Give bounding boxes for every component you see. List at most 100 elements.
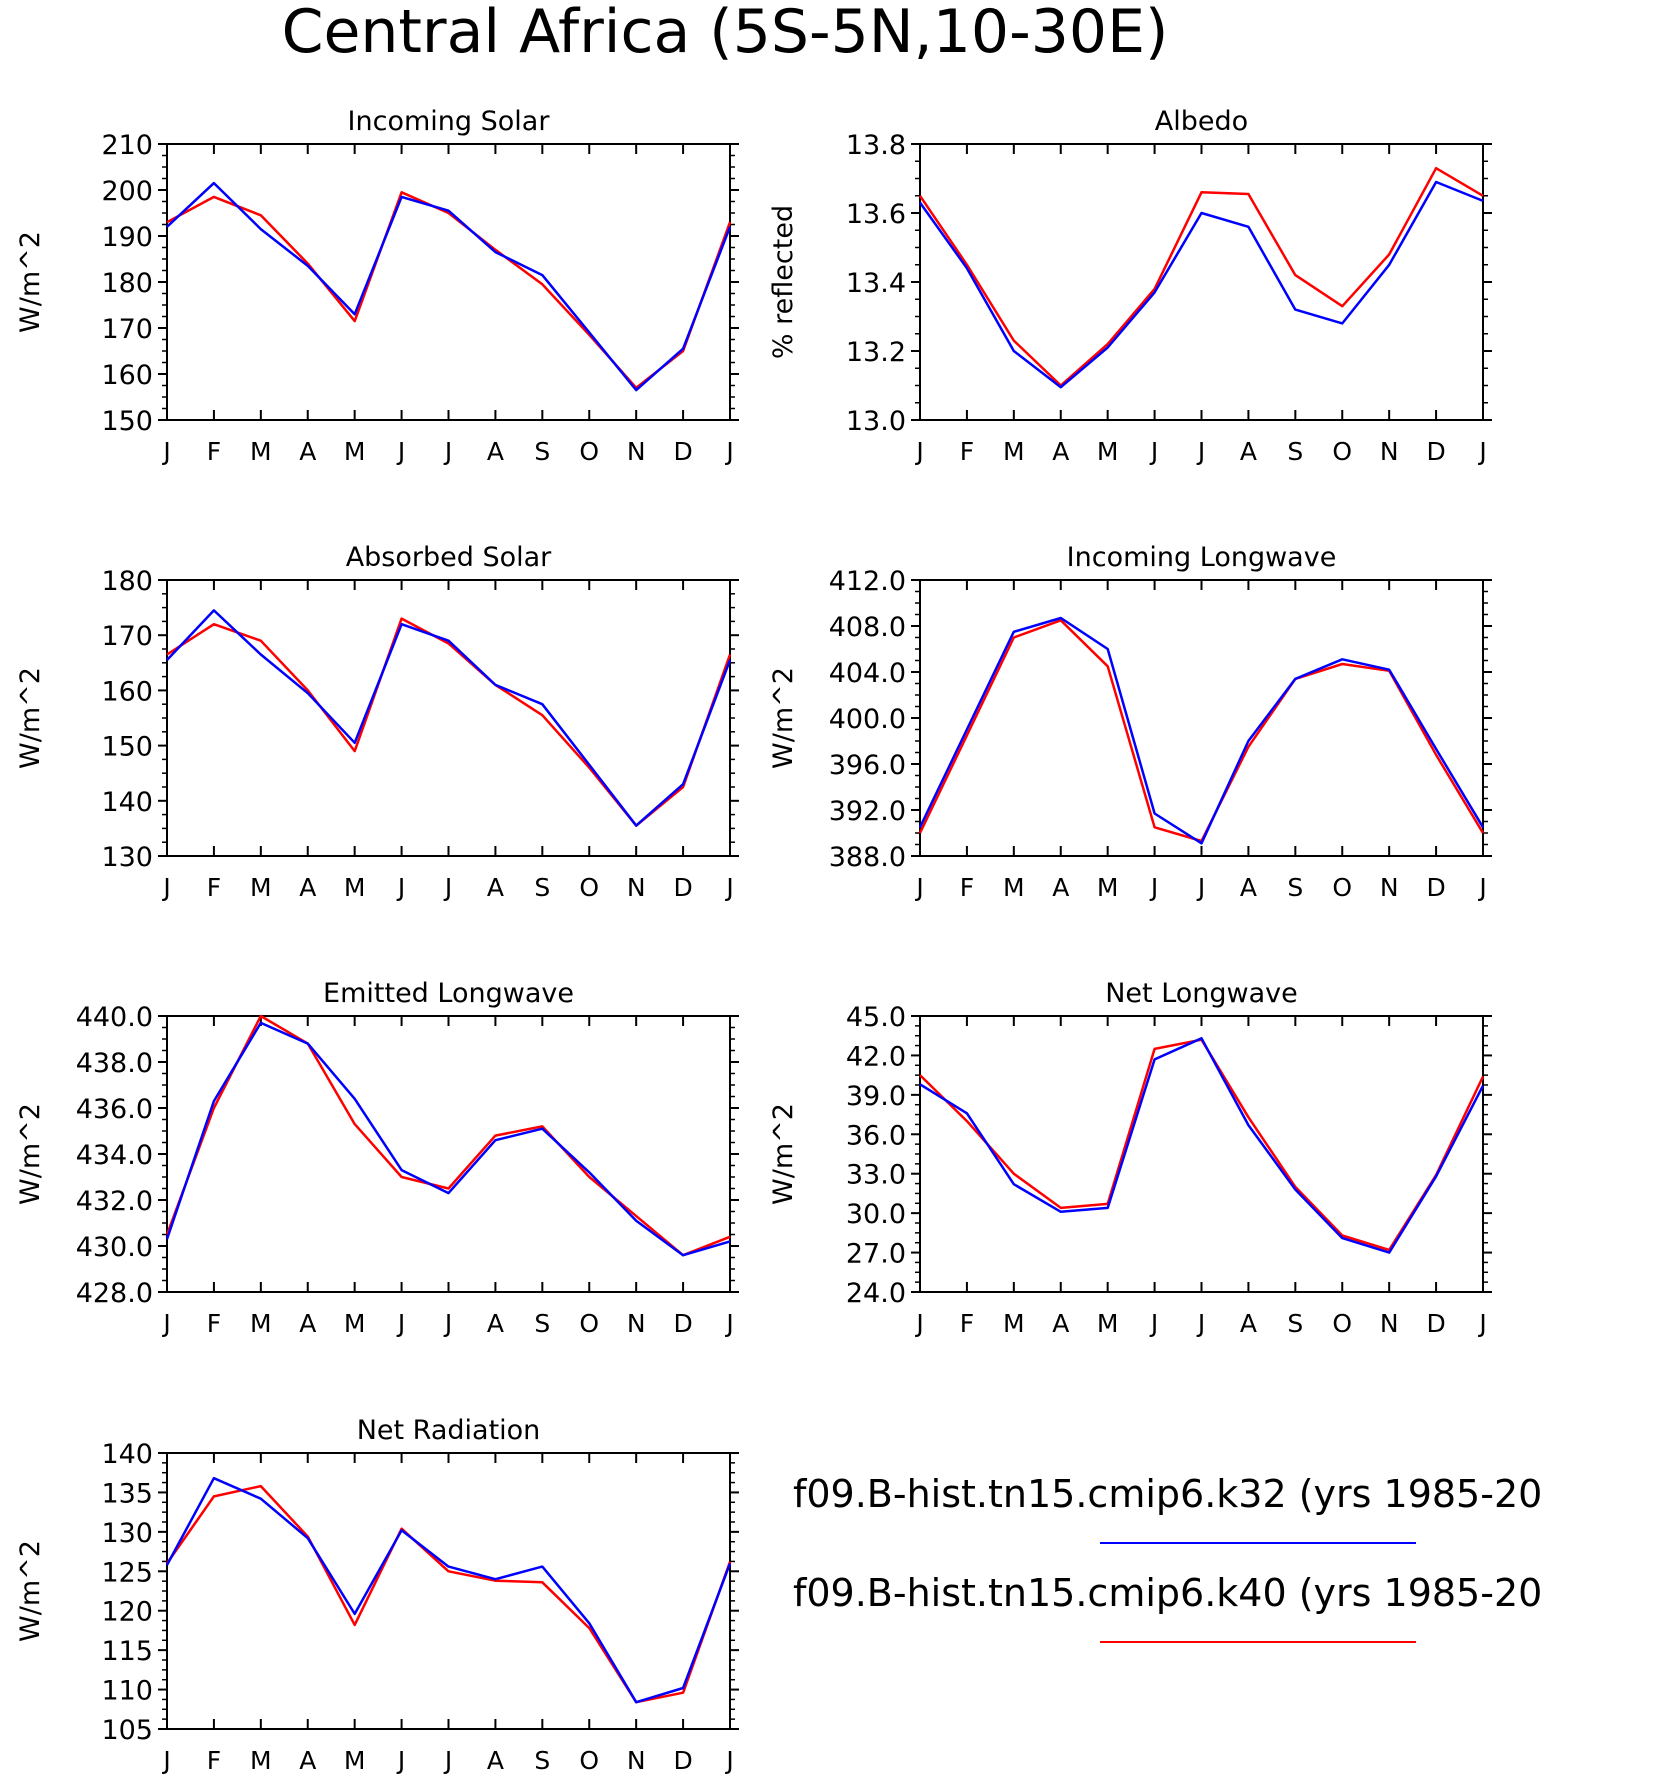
y-tick-label: 115 <box>101 1636 153 1667</box>
y-tick-label: 140 <box>101 787 153 818</box>
plot-frame <box>919 143 1484 421</box>
y-tick-label: 130 <box>101 842 153 873</box>
plot-frame <box>919 579 1484 857</box>
y-axis-label: W/m^2 <box>15 231 46 333</box>
x-tick-label: D <box>673 873 692 902</box>
y-tick-label: 180 <box>101 268 153 299</box>
x-tick-label: M <box>344 1746 366 1775</box>
x-tick-label: N <box>1380 437 1399 466</box>
x-tick-label: D <box>673 1746 692 1775</box>
x-tick-label: N <box>627 1309 646 1338</box>
panel-title: Incoming Solar <box>348 106 551 137</box>
x-tick-label: N <box>627 1746 646 1775</box>
x-tick-label: J <box>161 1746 170 1775</box>
panel-title: Incoming Longwave <box>1067 542 1337 573</box>
x-tick-label: M <box>1003 1309 1025 1338</box>
y-tick-label: 150 <box>101 406 153 437</box>
x-tick-label: A <box>1052 1309 1069 1338</box>
y-tick-label: 135 <box>101 1478 153 1509</box>
x-tick-label: F <box>960 873 974 902</box>
y-tick-label: 24.0 <box>846 1278 906 1309</box>
y-axis-label: W/m^2 <box>15 667 46 769</box>
x-tick-label: J <box>1477 873 1486 902</box>
series-line-blue <box>165 1476 732 1704</box>
x-tick-label: O <box>579 1309 599 1338</box>
x-tick-label: J <box>1196 1309 1205 1338</box>
y-axis-label: % reflected <box>768 205 799 359</box>
x-tick-label: J <box>396 437 405 466</box>
x-tick-label: J <box>161 437 170 466</box>
series-line-red <box>165 1484 732 1704</box>
y-tick-label: 400.0 <box>829 704 906 735</box>
x-tick-label: A <box>1052 873 1069 902</box>
x-tick-label: A <box>487 1746 504 1775</box>
y-tick-label: 13.2 <box>846 337 906 368</box>
y-tick-label: 392.0 <box>829 796 906 827</box>
y-tick-label: 13.0 <box>846 406 906 437</box>
y-tick-label: 428.0 <box>76 1278 153 1309</box>
y-axis-label: W/m^2 <box>15 1103 46 1205</box>
x-tick-label: M <box>250 1309 272 1338</box>
y-tick-label: 170 <box>101 314 153 345</box>
panel-3: J F M A M J J A S O N D J388.0392.0396.0400.0404.040… <box>768 542 1492 902</box>
x-tick-label: F <box>960 1309 974 1338</box>
y-tick-label: 432.0 <box>76 1186 153 1217</box>
y-tick-label: 30.0 <box>846 1199 906 1230</box>
x-tick-label: O <box>1332 873 1352 902</box>
x-tick-label: F <box>207 437 221 466</box>
x-tick-label: A <box>1240 437 1257 466</box>
y-tick-label: 39.0 <box>846 1081 906 1112</box>
y-tick-label: 36.0 <box>846 1120 906 1151</box>
legend-label-k40: f09.B-hist.tn15.cmip6.k40 (yrs 1985-20 <box>793 1571 1542 1615</box>
series-line-red <box>166 617 732 827</box>
x-tick-label: M <box>250 873 272 902</box>
x-tick-label: J <box>396 1309 405 1338</box>
x-tick-label: M <box>1003 437 1025 466</box>
x-tick-label: J <box>724 873 733 902</box>
x-tick-label: J <box>914 437 923 466</box>
panel-title: Net Radiation <box>357 1415 541 1446</box>
series-line-blue <box>918 616 1485 845</box>
x-tick-label: M <box>250 1746 272 1775</box>
x-tick-label: N <box>627 437 646 466</box>
panels: J F M A M J J A S O N D J150160170180190200210Incomi… <box>15 106 1492 1775</box>
y-tick-label: 27.0 <box>846 1239 906 1270</box>
panel-6: J F M A M J J A S O N D J105110115120125130135140Net… <box>15 1415 739 1775</box>
y-tick-label: 396.0 <box>829 750 906 781</box>
x-tick-label: A <box>299 873 316 902</box>
series-line-red <box>918 166 1484 387</box>
y-tick-label: 436.0 <box>76 1094 153 1125</box>
panel-title: Albedo <box>1155 106 1248 137</box>
series-line-blue <box>166 609 732 827</box>
series-line-red <box>165 1014 731 1257</box>
x-tick-label: F <box>207 1746 221 1775</box>
panel-title: Absorbed Solar <box>346 542 552 573</box>
y-tick-label: 13.8 <box>846 130 906 161</box>
x-tick-label: A <box>299 1309 316 1338</box>
y-tick-label: 45.0 <box>846 1002 906 1033</box>
x-tick-label: J <box>161 1309 170 1338</box>
x-tick-label: M <box>344 873 366 902</box>
x-tick-label: A <box>299 437 316 466</box>
x-tick-label: A <box>487 437 504 466</box>
y-tick-label: 210 <box>101 130 153 161</box>
x-tick-label: M <box>1003 873 1025 902</box>
y-tick-label: 110 <box>101 1676 153 1707</box>
x-tick-label: J <box>1196 437 1205 466</box>
plot-frame <box>919 1015 1484 1293</box>
x-tick-label: N <box>1380 873 1399 902</box>
x-tick-label: S <box>534 1309 550 1338</box>
y-tick-label: 200 <box>101 176 153 207</box>
x-tick-label: J <box>914 1309 923 1338</box>
x-tick-label: M <box>344 437 366 466</box>
y-tick-label: 125 <box>101 1557 153 1588</box>
legend-label-k32: f09.B-hist.tn15.cmip6.k32 (yrs 1985-20 <box>793 1472 1542 1516</box>
x-tick-label: J <box>1149 873 1158 902</box>
x-tick-label: J <box>443 1746 452 1775</box>
x-tick-label: S <box>534 437 550 466</box>
x-tick-label: S <box>534 1746 550 1775</box>
y-tick-label: 160 <box>101 676 153 707</box>
x-tick-label: A <box>1052 437 1069 466</box>
y-tick-label: 150 <box>101 732 153 763</box>
y-tick-label: 440.0 <box>76 1002 153 1033</box>
